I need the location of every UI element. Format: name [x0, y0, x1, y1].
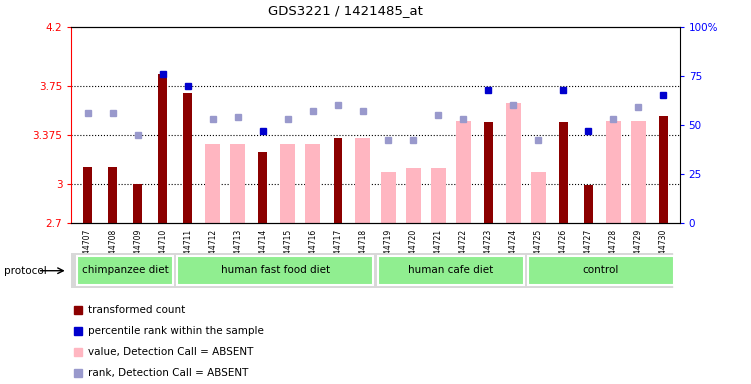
Bar	[484, 122, 493, 223]
Text: protocol: protocol	[4, 266, 47, 276]
Bar	[306, 144, 321, 223]
Text: human fast food diet: human fast food diet	[221, 265, 330, 275]
Text: value, Detection Call = ABSENT: value, Detection Call = ABSENT	[89, 347, 254, 358]
Text: rank, Detection Call = ABSENT: rank, Detection Call = ABSENT	[89, 368, 249, 379]
Bar	[258, 152, 267, 223]
Bar	[631, 121, 646, 223]
Bar	[606, 121, 621, 223]
Bar	[134, 184, 142, 223]
Text: percentile rank within the sample: percentile rank within the sample	[89, 326, 264, 336]
FancyBboxPatch shape	[378, 256, 523, 285]
FancyBboxPatch shape	[528, 256, 674, 285]
Bar	[531, 172, 546, 223]
Bar	[183, 93, 192, 223]
Bar	[108, 167, 117, 223]
Bar	[559, 122, 568, 223]
Text: transformed count: transformed count	[89, 305, 185, 315]
Bar	[381, 172, 396, 223]
Bar	[280, 144, 295, 223]
Text: GDS3221 / 1421485_at: GDS3221 / 1421485_at	[267, 4, 423, 17]
Bar	[659, 116, 668, 223]
Bar	[584, 185, 593, 223]
Text: chimpanzee diet: chimpanzee diet	[82, 265, 168, 275]
Bar	[456, 121, 471, 223]
Bar	[355, 138, 370, 223]
FancyBboxPatch shape	[77, 256, 173, 285]
Bar	[505, 103, 520, 223]
Bar	[158, 74, 167, 223]
Bar	[333, 138, 342, 223]
Text: control: control	[583, 265, 619, 275]
Bar	[430, 168, 445, 223]
Text: human cafe diet: human cafe diet	[408, 265, 493, 275]
FancyBboxPatch shape	[177, 256, 373, 285]
Bar	[83, 167, 92, 223]
Bar	[205, 144, 220, 223]
Bar	[231, 144, 246, 223]
Bar	[406, 168, 421, 223]
